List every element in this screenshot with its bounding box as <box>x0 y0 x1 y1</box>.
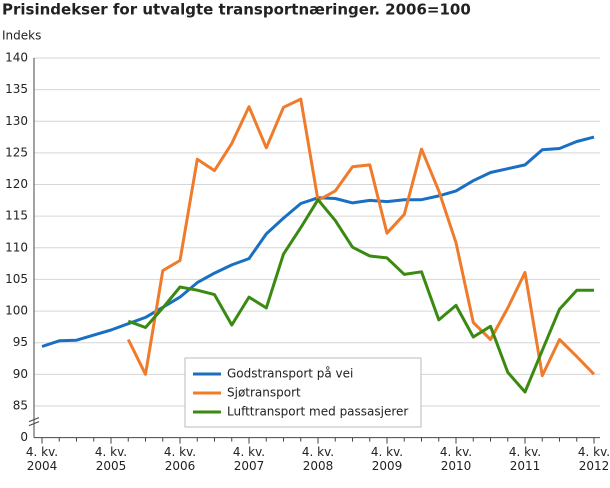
x-tick-label: 4. kv. 2011 <box>508 444 542 473</box>
x-tick-label: 4. kv. 2008 <box>301 444 335 473</box>
series-line <box>126 97 596 378</box>
y-tick-label: 100 <box>5 304 28 318</box>
y-tick-label: 120 <box>5 177 28 191</box>
legend-label: Lufttransport med passasjerer <box>227 405 408 419</box>
x-tick-label: 4. kv. 2009 <box>370 444 404 473</box>
legend-label: Godstransport på vei <box>227 367 353 381</box>
axis-break <box>28 417 40 427</box>
y-tick-label: 0 <box>20 430 28 444</box>
y-tick-label: 110 <box>5 240 28 254</box>
y-tick-label: 105 <box>5 272 28 286</box>
legend-label: Sjøtransport <box>227 386 301 400</box>
legend-box <box>184 357 422 428</box>
y-tick-label: 135 <box>5 82 28 96</box>
x-tick-label: 4. kv. 2004 <box>25 444 59 473</box>
y-tick-label: 95 <box>13 335 28 349</box>
x-tick-label: 4. kv. 2005 <box>94 444 128 473</box>
y-tick-label: 115 <box>5 209 28 223</box>
series-line <box>41 135 595 348</box>
x-tick-label: 4. kv. 2010 <box>439 444 473 473</box>
y-tick-label: 90 <box>13 367 28 381</box>
chart-title: Prisindekser for utvalgte transportnærin… <box>2 1 471 19</box>
y-tick-label: 140 <box>5 51 28 65</box>
series-line <box>127 198 594 394</box>
y-tick-label: 130 <box>5 114 28 128</box>
y-tick-label: 85 <box>13 398 28 412</box>
x-tick-label: 4. kv. 2006 <box>163 444 197 473</box>
x-tick-label: 4. kv. 2012 <box>577 444 610 473</box>
y-axis-label: Indeks <box>2 29 41 43</box>
x-tick-label: 4. kv. 2007 <box>232 444 266 473</box>
y-tick-label: 125 <box>5 145 28 159</box>
